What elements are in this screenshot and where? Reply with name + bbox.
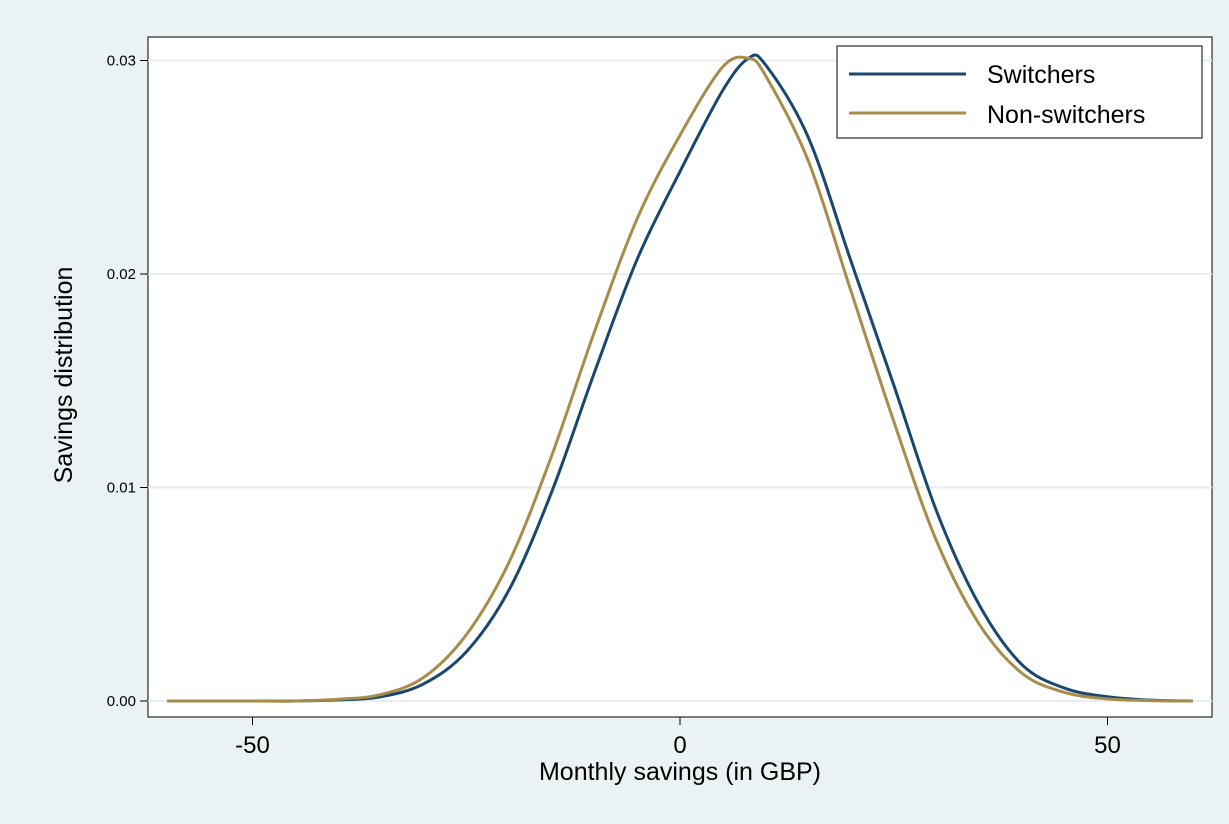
y-axis-ticks: 0.00 0.01 0.02 0.03: [107, 53, 148, 710]
x-axis-ticks: -50 0 50: [235, 717, 1121, 759]
legend-box: [836, 45, 1203, 139]
legend: Switchers Non-switchers: [836, 45, 1203, 139]
x-tick-label: -50: [235, 732, 270, 759]
series-lines: [167, 53, 1194, 703]
y-axis-title: Savings distribution: [50, 267, 78, 484]
series-line-switchers: [167, 53, 1194, 703]
y-tick-label: 0.02: [107, 266, 136, 283]
legend-label-switchers: Switchers: [987, 61, 1095, 89]
series-line-non-switchers: [167, 55, 1194, 703]
x-tick-label: 0: [673, 732, 686, 759]
y-tick-label: 0.01: [107, 480, 136, 497]
y-tick-label: 0.03: [107, 53, 136, 70]
x-tick-label: 50: [1094, 732, 1121, 759]
legend-label-non-switchers: Non-switchers: [987, 101, 1145, 129]
y-tick-label: 0.00: [107, 693, 136, 710]
plot-area: [147, 36, 1213, 718]
x-axis-title: Monthly savings (in GBP): [539, 758, 821, 786]
